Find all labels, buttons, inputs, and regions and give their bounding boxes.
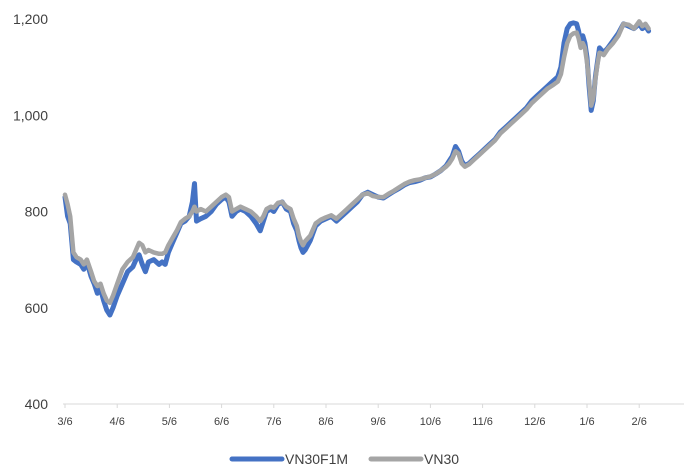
x-tick-label: 1/6 [579, 416, 594, 428]
x-tick-label: 11/6 [472, 416, 493, 428]
y-tick-label: 800 [25, 204, 49, 220]
x-tick-label: 10/6 [420, 416, 441, 428]
x-tick-label: 4/6 [110, 416, 125, 428]
y-tick-label: 400 [25, 396, 49, 412]
series-line-vn30 [62, 19, 651, 306]
x-tick-label: 12/6 [524, 416, 545, 428]
x-tick-label: 5/6 [162, 416, 177, 428]
x-tick-label: 3/6 [57, 416, 72, 428]
y-tick-label: 600 [25, 300, 49, 316]
x-tick-label: 2/6 [632, 416, 647, 428]
legend-label: VN30 [424, 451, 459, 467]
y-axis: 400 600 800 1,000 1,200 [13, 11, 48, 412]
legend-label: VN30F1M [285, 451, 348, 467]
x-tick-label: 8/6 [318, 416, 333, 428]
x-tick-label: 9/6 [371, 416, 386, 428]
y-tick-label: 1,000 [13, 107, 48, 123]
legend: VN30F1M VN30 [229, 451, 459, 467]
x-tick-label: 7/6 [266, 416, 281, 428]
x-axis: 3/6 4/6 5/6 6/6 7/6 8/6 9/6 10/6 11/6 12/6 1/6 2/6 [57, 403, 684, 428]
x-tick-label: 6/6 [214, 416, 229, 428]
y-tick-label: 1,200 [13, 11, 48, 27]
series-layer [62, 19, 652, 318]
